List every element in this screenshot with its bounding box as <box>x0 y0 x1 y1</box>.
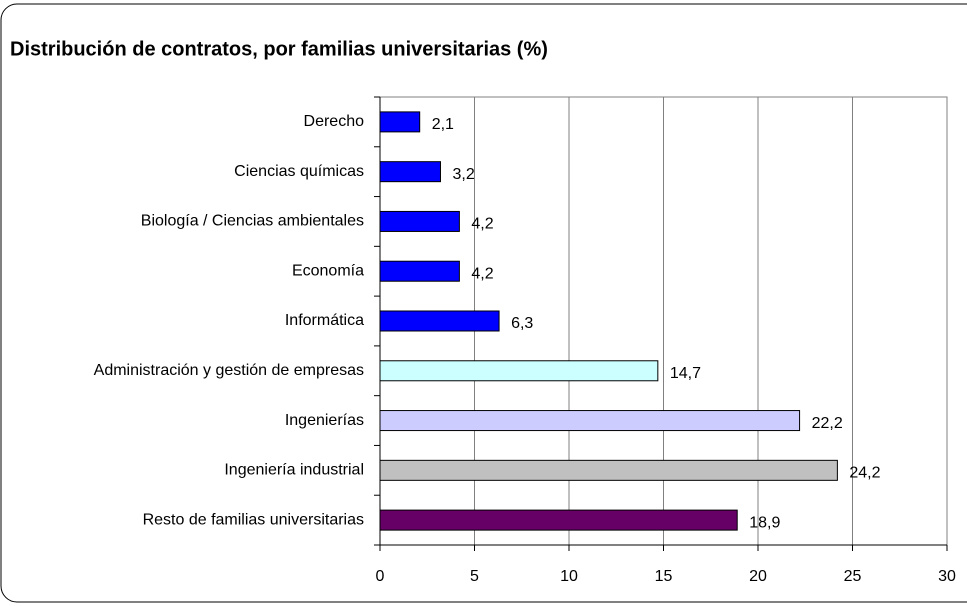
value-label: 2,1 <box>432 116 454 133</box>
value-label: 18,9 <box>749 514 780 531</box>
bar <box>379 161 441 183</box>
y-tick-label: Ingeniería industrial <box>224 462 364 479</box>
x-tick-label: 25 <box>844 568 862 585</box>
value-label: 24,2 <box>849 465 880 482</box>
bar <box>379 360 659 382</box>
value-label: 3,2 <box>452 166 474 183</box>
y-tick-label: Administración y gestión de empresas <box>94 362 364 379</box>
value-label: 6,3 <box>511 315 533 332</box>
x-tick-label: 20 <box>749 568 767 585</box>
value-label: 4,2 <box>471 216 493 233</box>
chart-title: Distribución de contratos, por familias … <box>10 38 548 60</box>
bar <box>379 410 801 432</box>
x-tick-label: 30 <box>938 568 956 585</box>
bar <box>379 310 500 332</box>
value-label: 22,2 <box>812 415 843 432</box>
bar <box>379 459 838 481</box>
bar <box>379 509 738 531</box>
y-tick-label: Derecho <box>304 113 365 130</box>
x-tick-label: 15 <box>655 568 673 585</box>
bar <box>379 260 460 282</box>
y-tick-label: Ciencias químicas <box>234 163 364 180</box>
y-tick-label: Economía <box>292 262 364 279</box>
x-tick-label: 0 <box>376 568 385 585</box>
y-tick-label: Informática <box>285 312 364 329</box>
y-tick-label: Ingenierías <box>285 412 364 429</box>
x-tick-label: 10 <box>560 568 578 585</box>
y-tick-label: Biología / Ciencias ambientales <box>141 213 364 230</box>
bar <box>379 111 421 133</box>
x-tick-label: 5 <box>470 568 479 585</box>
value-label: 14,7 <box>670 365 701 382</box>
y-tick-label: Resto de familias universitarias <box>143 511 364 528</box>
bar <box>379 210 460 232</box>
value-label: 4,2 <box>471 265 493 282</box>
